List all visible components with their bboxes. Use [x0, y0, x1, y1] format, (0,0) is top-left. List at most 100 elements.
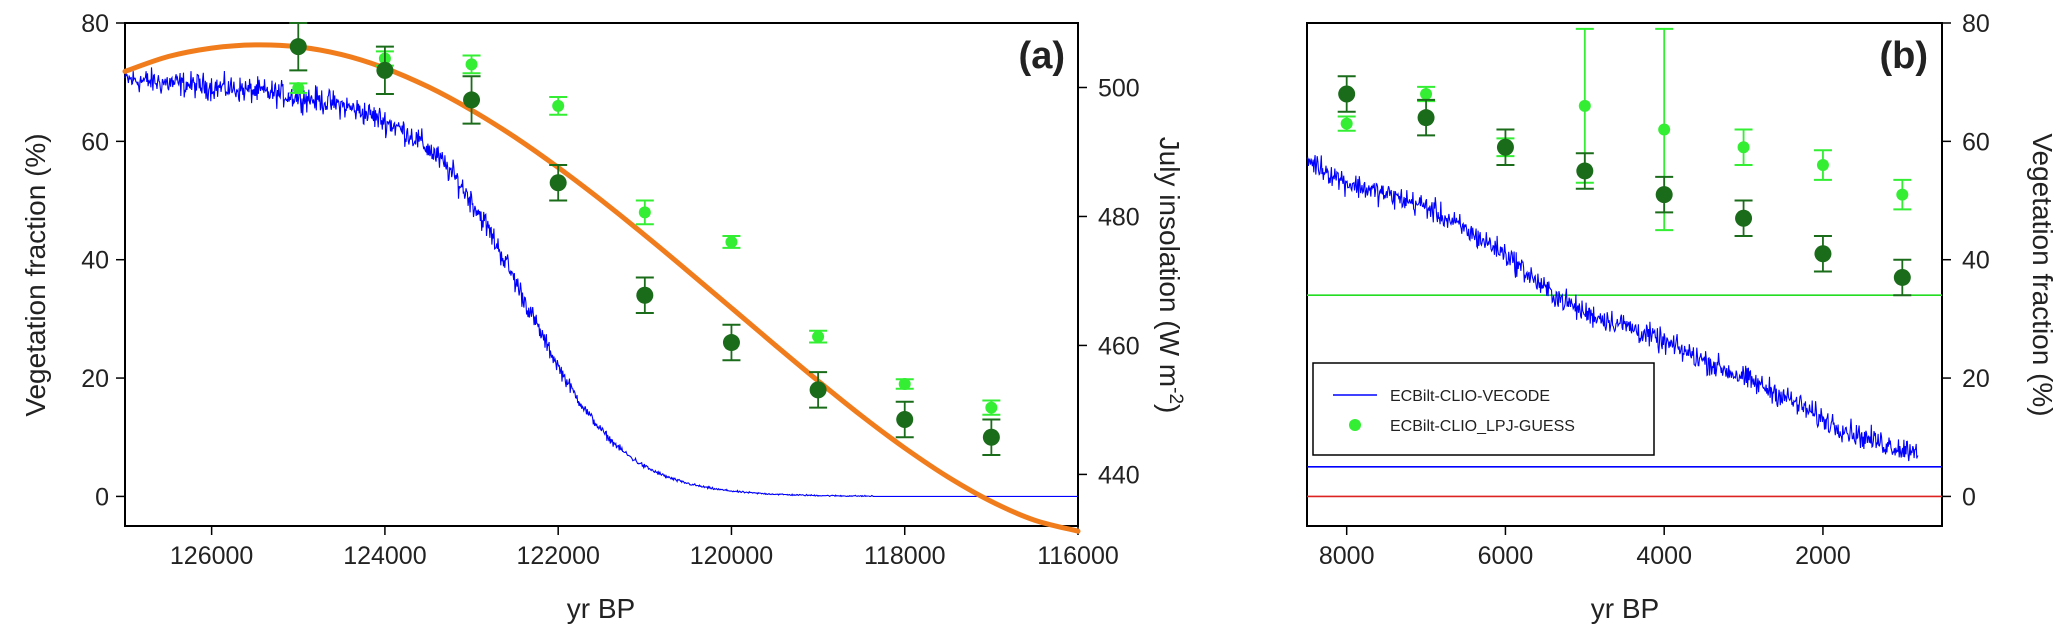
x-tick-label: 120000	[690, 542, 773, 570]
panel-a-y-axis-title: Vegetation fraction (%)	[20, 133, 51, 416]
panel-a: 126000 124000 122000 120000 118000 116000 0 20 4…	[20, 10, 1187, 624]
panel-b-marks	[1306, 27, 1942, 498]
lpj-dark-point	[1417, 98, 1436, 137]
y-tick-label: 80	[81, 10, 109, 38]
data-point	[549, 174, 567, 192]
data-point	[898, 377, 911, 390]
panel-b-ticks: 8000 6000 4000 2000 0 20 40 60 80	[1319, 10, 1990, 570]
vecode-series-line	[124, 67, 1078, 498]
legend-point-swatch	[1349, 419, 1361, 431]
panel-a-right-axis-title-main: July insolation (W m	[1154, 137, 1185, 388]
lpj-dark-point	[809, 371, 828, 409]
panel-a-right-axis-title-sup: -2	[1166, 387, 1187, 404]
x-tick-label: 4000	[1636, 542, 1692, 570]
lpj-dark-point	[1655, 175, 1674, 214]
data-point	[1417, 109, 1435, 127]
legend-label-vecode: ECBilt-CLIO-VECODE	[1390, 388, 1550, 405]
panel-a-ticks: 126000 124000 122000 120000 118000 116000 0 20 4…	[81, 10, 1140, 570]
lpj-dark-point	[895, 400, 914, 439]
x-tick-label: 116000	[1037, 542, 1119, 570]
x-tick-label: 124000	[343, 542, 426, 570]
y-tick-label: 0	[1962, 483, 1976, 511]
lpj-dark-point	[375, 45, 394, 96]
y-right-tick-label: 500	[1098, 74, 1140, 102]
lpj-dark-point	[1893, 258, 1912, 297]
lpj-dark-point	[1575, 152, 1594, 190]
x-tick-label: 126000	[170, 542, 253, 570]
data-point	[1338, 85, 1356, 103]
panel-b-x-axis-title: yr BP	[1591, 593, 1659, 624]
data-point	[465, 58, 478, 71]
y-tick-label: 60	[81, 128, 109, 156]
legend-box	[1312, 362, 1655, 456]
lpj-dark-point	[1734, 199, 1753, 238]
data-point	[638, 206, 651, 219]
lpj-dark-point	[635, 276, 654, 314]
lpj-light-point	[1734, 128, 1753, 167]
panel-a-frame	[124, 22, 1079, 527]
lpj-light-point	[809, 329, 828, 344]
lpj-light-point	[982, 399, 1001, 416]
lpj-dark-point	[549, 164, 568, 202]
panel-b: 8000 6000 4000 2000 0 20 40 60 80 (b) yr BP Vege…	[1306, 10, 2058, 624]
data-point	[1896, 188, 1909, 201]
data-point	[896, 410, 914, 428]
lpj-dark-point	[1337, 75, 1356, 113]
lpj-light-point	[289, 82, 308, 95]
data-point	[1737, 141, 1750, 154]
y-tick-label: 0	[95, 483, 109, 511]
x-tick-label: 6000	[1478, 542, 1534, 570]
y-right-tick-label: 460	[1098, 332, 1140, 360]
x-tick-label: 8000	[1319, 542, 1375, 570]
data-point	[722, 334, 740, 352]
data-point	[463, 91, 481, 109]
y-tick-label: 80	[1962, 10, 1990, 38]
data-point	[1420, 88, 1433, 101]
data-point	[1340, 117, 1353, 130]
y-tick-label: 40	[1962, 247, 1990, 275]
panel-b-y-axis-title: Vegetation fraction (%)	[2027, 133, 2058, 416]
data-point	[1735, 209, 1753, 227]
x-tick-label: 118000	[864, 542, 946, 570]
data-point	[809, 381, 827, 399]
lpj-dark-point	[982, 418, 1001, 456]
data-point	[1578, 99, 1591, 112]
lpj-light-point	[462, 54, 481, 75]
lpj-dark-point	[722, 323, 741, 362]
lpj-light-point	[549, 95, 568, 116]
data-point	[1496, 138, 1514, 156]
lpj-light-point	[895, 377, 914, 390]
x-tick-label: 2000	[1795, 542, 1851, 570]
data-point	[1814, 245, 1832, 263]
data-point	[1893, 268, 1911, 286]
lpj-dark-point	[1813, 235, 1832, 273]
lpj-dark-point	[289, 22, 308, 72]
x-tick-label: 122000	[516, 542, 599, 570]
lpj-light-point	[1893, 178, 1912, 211]
data-point	[1658, 123, 1671, 136]
lpj-light-point	[635, 199, 654, 226]
data-point	[985, 401, 998, 414]
data-point	[1816, 159, 1829, 172]
lpj-dark-point	[1496, 128, 1515, 167]
y-right-tick-label: 480	[1098, 203, 1140, 231]
panel-b-legend: ECBilt-CLIO-VECODE ECBilt-CLIO_LPJ-GUESS	[1312, 362, 1655, 456]
panel-a-x-axis-title: yr BP	[567, 593, 635, 624]
panel-b-label: (b)	[1879, 35, 1928, 77]
lpj-dark-point	[462, 75, 481, 125]
y-tick-label: 60	[1962, 128, 1990, 156]
panel-a-right-axis-title-end: )	[1154, 404, 1185, 413]
y-tick-label: 20	[81, 365, 109, 393]
lpj-light-point	[1813, 149, 1832, 181]
panel-a-label: (a)	[1019, 35, 1065, 77]
data-point	[289, 38, 307, 56]
data-point	[1655, 186, 1673, 204]
lpj-light-point	[1337, 115, 1356, 132]
legend-label-lpj-guess: ECBilt-CLIO_LPJ-GUESS	[1390, 418, 1575, 435]
panel-a-marks	[122, 22, 1081, 534]
panel-a-right-axis-title: July insolation (W m-2)	[1154, 137, 1187, 414]
data-point	[292, 82, 305, 95]
data-point	[982, 428, 1000, 446]
y-tick-label: 40	[81, 247, 109, 275]
